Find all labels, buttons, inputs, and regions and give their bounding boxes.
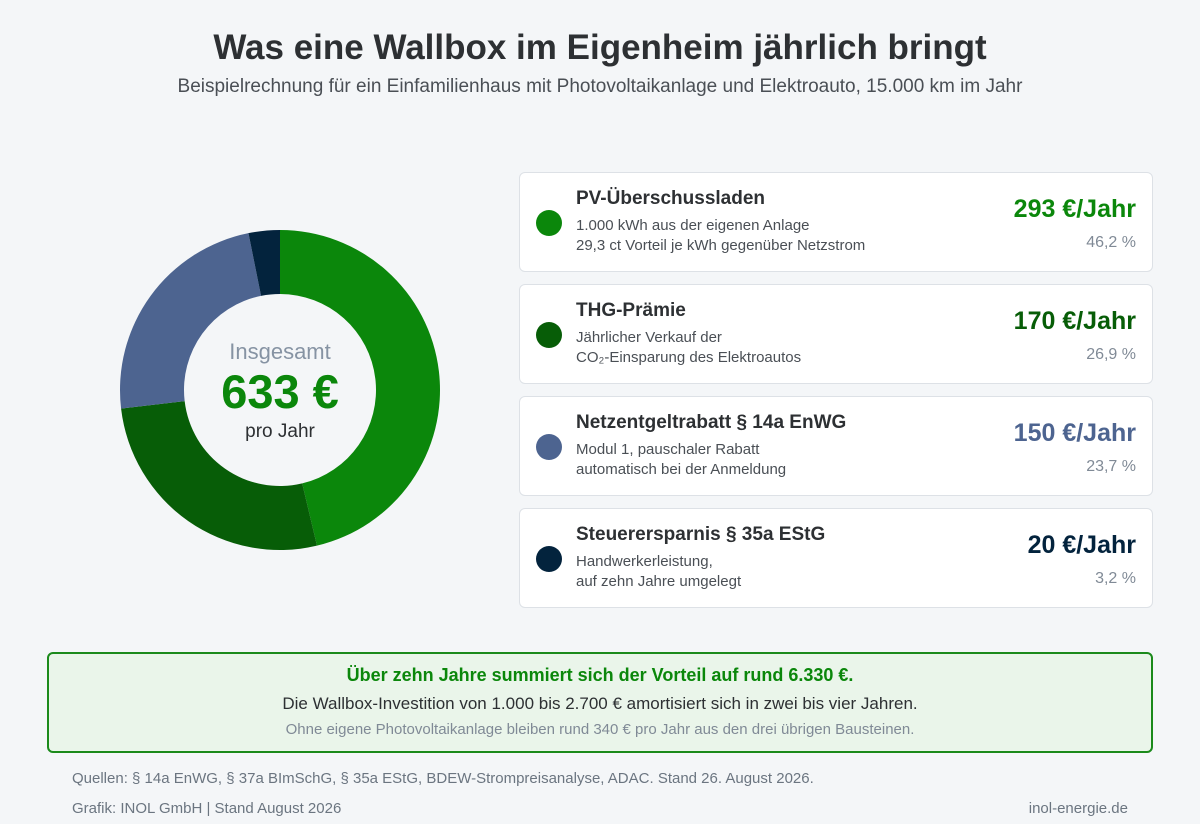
card-amount: 20 €/Jahr xyxy=(1027,531,1136,559)
card-description: auf zehn Jahre umgelegt xyxy=(576,573,742,590)
legend-dot xyxy=(536,210,562,236)
card-amount: 150 €/Jahr xyxy=(1013,419,1136,447)
card-description: Jährlicher Verkauf der xyxy=(576,329,722,346)
card-percent: 26,9 % xyxy=(1086,346,1136,363)
donut-center-label: Insgesamt xyxy=(229,339,331,364)
credit-text: Grafik: INOL GmbH | Stand August 2026 xyxy=(72,800,342,817)
donut-center: Insgesamt 633 € pro Jahr xyxy=(118,228,442,552)
donut-slice-4 xyxy=(248,230,280,296)
card-description: Modul 1, pauschaler Rabatt xyxy=(576,441,760,458)
summary-text: Die Wallbox-Investition von 1.000 bis 2.… xyxy=(282,694,918,713)
card-description: automatisch bei der Anmeldung xyxy=(576,461,787,478)
card-percent: 3,2 % xyxy=(1095,570,1136,587)
donut-slice-2 xyxy=(121,401,317,550)
sources-text: Quellen: § 14a EnWG, § 37a BImSchG, § 35… xyxy=(72,770,814,787)
summary-headline: Über zehn Jahre summiert sich der Vortei… xyxy=(346,665,854,685)
legend-dot xyxy=(536,434,562,460)
card-percent: 23,7 % xyxy=(1086,458,1136,475)
card-title: THG-Prämie xyxy=(576,300,686,321)
breakdown-card-steuer: Steuerersparnis § 35a EStG Handwerkerlei… xyxy=(519,508,1153,608)
card-description: 1.000 kWh aus der eigenen Anlage xyxy=(576,217,810,234)
breakdown-card-pv: PV-Überschussladen 1.000 kWh aus der eig… xyxy=(519,172,1153,272)
donut-chart: Insgesamt 633 € pro Jahr xyxy=(118,228,442,552)
card-percent: 46,2 % xyxy=(1086,234,1136,251)
donut-center-unit: pro Jahr xyxy=(245,421,315,442)
summary-note: Ohne eigene Photovoltaikanlage bleiben r… xyxy=(285,721,915,738)
card-description: CO₂-Einsparung des Elektroautos xyxy=(576,349,802,366)
chart-title: Was eine Wallbox im Eigenheim jährlich b… xyxy=(213,28,987,67)
card-title: Steuerersparnis § 35a EStG xyxy=(576,524,826,545)
donut-slice-1 xyxy=(280,230,441,546)
website-link[interactable]: inol-energie.de xyxy=(1028,800,1128,817)
card-title: Netzentgeltrabatt § 14a EnWG xyxy=(576,412,847,433)
card-description: 29,3 ct Vorteil je kWh gegenüber Netzstr… xyxy=(576,237,866,254)
summary-box: Über zehn Jahre summiert sich der Vortei… xyxy=(47,652,1153,753)
card-amount: 170 €/Jahr xyxy=(1013,307,1136,335)
donut-slice-3 xyxy=(120,233,262,409)
chart-subtitle: Beispielrechnung für ein Einfamilienhaus… xyxy=(177,76,1023,97)
donut-center-total: 633 € xyxy=(221,365,339,418)
legend-dot xyxy=(536,322,562,348)
donut-svg xyxy=(120,230,441,550)
breakdown-card-netzentgelt: Netzentgeltrabatt § 14a EnWG Modul 1, pa… xyxy=(519,396,1153,496)
breakdown-card-thg: THG-Prämie Jährlicher Verkauf der CO₂-Ei… xyxy=(519,284,1153,384)
card-description: Handwerkerleistung, xyxy=(576,553,713,570)
legend-dot xyxy=(536,546,562,572)
card-title: PV-Überschussladen xyxy=(576,188,766,209)
card-amount: 293 €/Jahr xyxy=(1013,195,1136,223)
